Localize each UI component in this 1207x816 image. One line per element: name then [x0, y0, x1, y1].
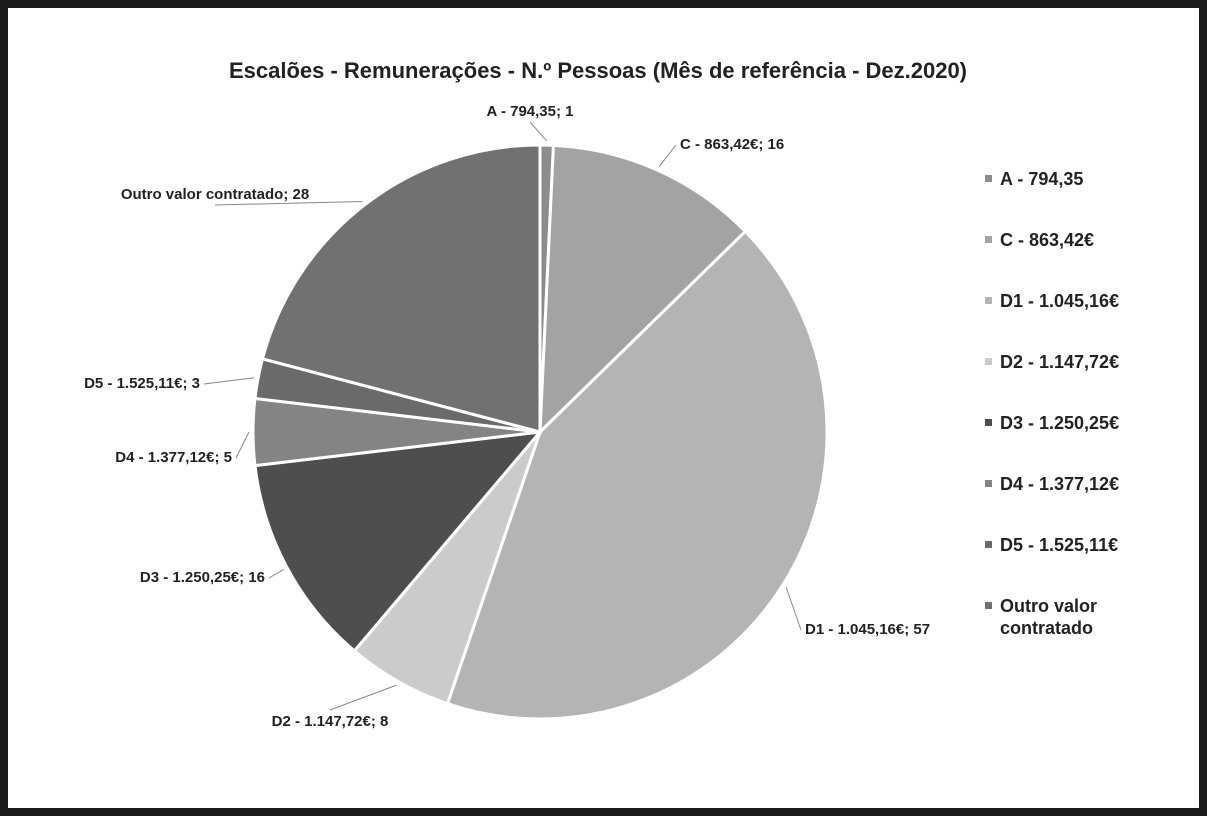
legend-entry: D2 - 1.147,72€ — [985, 351, 1175, 412]
data-label: D2 - 1.147,72€; 8 — [272, 713, 389, 730]
chart-title: Escalões - Remunerações - N.º Pessoas (M… — [229, 58, 967, 83]
legend-entry: D4 - 1.377,12€ — [985, 473, 1175, 534]
leader-line — [529, 121, 548, 142]
data-label: A - 794,35; 1 — [487, 103, 574, 120]
legend-swatch — [985, 236, 992, 243]
data-label: D1 - 1.045,16€; 57 — [805, 621, 930, 638]
legend-entry: C - 863,42€ — [985, 229, 1175, 290]
legend-entry: A - 794,35 — [985, 168, 1175, 229]
legend-swatch — [985, 297, 992, 304]
leader-line — [235, 431, 250, 459]
legend-label: C - 863,42€ — [1000, 230, 1095, 250]
leader-line — [658, 144, 677, 167]
data-label: Outro valor contratado; 28 — [121, 186, 309, 203]
data-label: D4 - 1.377,12€; 5 — [115, 449, 232, 466]
legend-entry: D1 - 1.045,16€ — [985, 290, 1175, 351]
legend-entry: D5 - 1.525,11€ — [985, 534, 1175, 595]
leader-line — [214, 200, 363, 206]
leader-line — [329, 684, 397, 711]
pie-slice — [538, 143, 748, 436]
legend-swatch — [985, 358, 992, 365]
legend-label: D2 - 1.147,72€ — [1000, 352, 1120, 372]
legend-swatch — [985, 541, 992, 548]
pie-slice — [253, 430, 544, 654]
legend-swatch — [985, 419, 992, 426]
pie-slice — [445, 229, 829, 721]
leader-line — [785, 587, 802, 631]
legend: A - 794,35 C - 863,42€ D1 - 1.045,16€ D2 - … — [985, 168, 1175, 656]
legend-label: D1 - 1.045,16€ — [1000, 291, 1120, 311]
legend-label: Outro valor contratado — [1000, 596, 1098, 638]
legend-swatch — [985, 602, 992, 609]
pie-slice — [260, 143, 542, 434]
data-label: C - 863,42€; 16 — [680, 136, 784, 153]
data-label: D5 - 1.525,11€; 3 — [84, 375, 200, 392]
leader-line — [268, 569, 284, 579]
legend-entry: D3 - 1.250,25€ — [985, 412, 1175, 473]
leader-line — [203, 377, 255, 385]
legend-swatch — [985, 175, 992, 182]
legend-label: D5 - 1.525,11€ — [1000, 535, 1119, 555]
data-label: D3 - 1.250,25€; 16 — [140, 569, 265, 586]
legend-label: A - 794,35 — [1000, 169, 1084, 189]
legend-swatch — [985, 480, 992, 487]
legend-label: D3 - 1.250,25€ — [1000, 413, 1120, 433]
legend-label: D4 - 1.377,12€ — [1000, 474, 1120, 494]
legend-entry: Outro valor contratado — [985, 595, 1175, 656]
